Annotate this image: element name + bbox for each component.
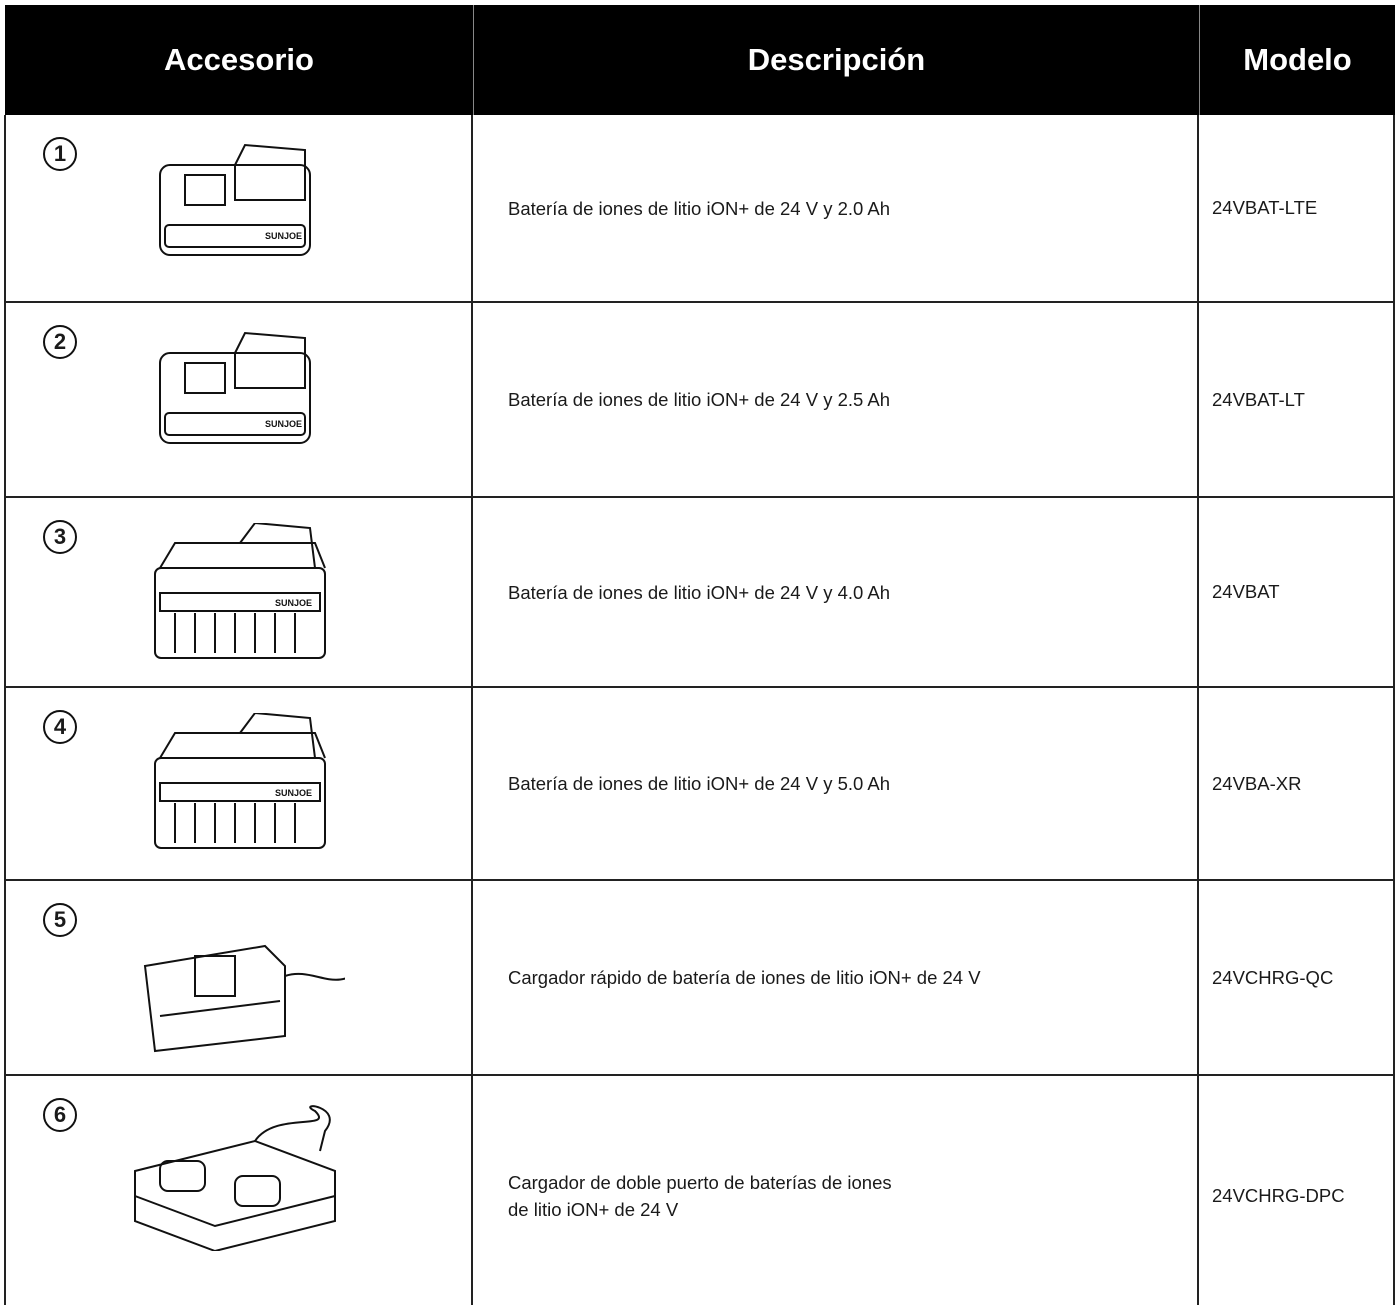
row-cell [5, 303, 473, 498]
description-line: Batería de iones de litio iON+ de 24 V y… [508, 389, 891, 410]
description-cell: Cargador de doble puerto de baterías de … [473, 1076, 1199, 1316]
description-line: Cargador rápido de batería de iones de l… [508, 967, 981, 988]
model-cell: 24VBAT [1199, 498, 1395, 688]
product-drawing: SUNJOE [154, 523, 326, 659]
header-cell: Accesorio [5, 5, 473, 115]
model-cell: 24VBAT-LT [1199, 303, 1395, 498]
column-rule [471, 115, 473, 1305]
column-rule [4, 115, 6, 1305]
description-cell: Batería de iones de litio iON+ de 24 V y… [473, 303, 1199, 498]
description-line: Batería de iones de litio iON+ de 24 V y… [508, 197, 891, 219]
description-cell: Batería de iones de litio iON+ de 24 V y… [473, 115, 1199, 303]
description-line: Batería de iones de litio iON+ de 24 V y… [508, 581, 891, 603]
item-number: 6 [43, 1098, 77, 1132]
description-cell: Cargador rápido de batería de iones de l… [473, 881, 1199, 1076]
description-line: Batería de iones de litio iON+ de 24 V y… [508, 773, 891, 794]
item-number: 4 [43, 710, 77, 744]
svg-text:SUNJOE: SUNJOE [275, 598, 312, 608]
row-cell [5, 498, 473, 688]
product-drawing: SUNJOE [154, 713, 326, 849]
product-drawing: SUNJOE [159, 143, 311, 256]
item-number: 1 [43, 137, 77, 171]
model-cell: 24VCHRG-DPC [1212, 1185, 1345, 1206]
svg-text:SUNJOE: SUNJOE [265, 231, 302, 241]
header-cell: Modelo [1199, 5, 1395, 115]
column-rule [1197, 115, 1199, 1305]
product-drawing [134, 1105, 336, 1251]
column-rule [1393, 115, 1395, 1305]
item-number: 3 [43, 520, 77, 554]
description-cell: Batería de iones de litio iON+ de 24 V y… [473, 688, 1199, 881]
description-line: Cargador de doble puerto de baterías de … [508, 1172, 892, 1193]
row-cell [5, 115, 473, 303]
row-cell [5, 688, 473, 881]
product-drawing: SUNJOE [159, 331, 311, 444]
model-cell: 24VCHRG-QC [1199, 881, 1395, 1076]
product-drawing [143, 944, 345, 1053]
item-number: 5 [43, 903, 77, 937]
model-cell: 24VBA-XR [1199, 688, 1395, 881]
description-cell: Batería de iones de litio iON+ de 24 V y… [473, 498, 1199, 688]
model-cell: 24VBAT-LTE [1199, 115, 1395, 303]
item-number: 2 [43, 325, 77, 359]
description-line: de litio iON+ de 24 V [508, 1199, 679, 1220]
header-cell: Descripción [473, 5, 1199, 115]
svg-text:SUNJOE: SUNJOE [275, 788, 312, 798]
svg-text:SUNJOE: SUNJOE [265, 419, 302, 429]
row-cell [5, 881, 473, 1076]
